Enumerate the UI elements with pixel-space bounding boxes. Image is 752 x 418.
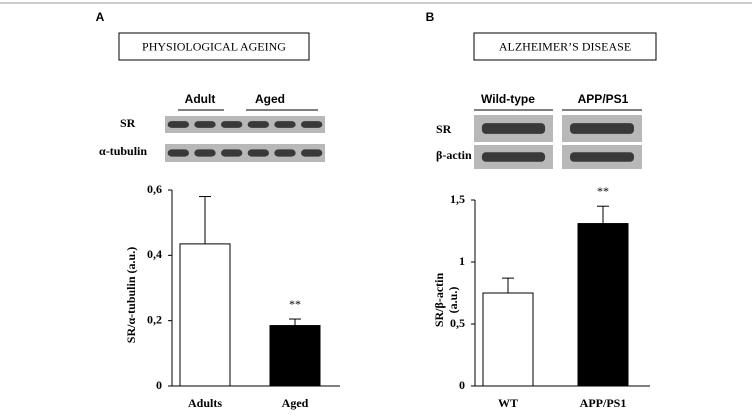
x-tick-label: Aged (282, 396, 309, 410)
blot-band (194, 149, 216, 157)
blot-strip (165, 144, 325, 162)
y-tick-label: 0,5 (450, 316, 465, 330)
header-box (473, 32, 657, 61)
blot-band (194, 121, 216, 128)
significance: ** (289, 297, 301, 311)
y-tick-label: 1 (459, 254, 465, 268)
y-tick-label: 0,2 (147, 312, 162, 326)
blot-band (301, 149, 323, 157)
y-tick-label: 0,4 (147, 247, 162, 261)
header-box (118, 32, 310, 61)
blot-band (167, 121, 189, 128)
blot-band (570, 123, 634, 134)
panel-header: PHYSIOLOGICAL AGEING (142, 39, 286, 53)
blot-row-label: SR (120, 116, 136, 130)
blot-band (167, 149, 189, 157)
x-tick-label: WT (498, 396, 518, 410)
panel-label: A (96, 10, 105, 24)
bar (179, 243, 231, 387)
bar (482, 292, 534, 387)
blot-group-label: APP/PS1 (578, 92, 629, 106)
blot-band (247, 149, 269, 157)
blot-band (481, 152, 546, 162)
blot-band (221, 121, 243, 128)
y-tick-label: 0 (156, 378, 162, 392)
bar (577, 223, 629, 387)
blot-band (301, 121, 323, 128)
y-tick-label: 0 (459, 378, 465, 392)
x-tick-label: APP/PS1 (580, 396, 627, 410)
blot-group-label: Wild-type (481, 92, 535, 106)
blot-row-label: β-actin (436, 148, 472, 162)
x-tick-label: Adults (188, 396, 222, 410)
blot-band (570, 152, 634, 162)
y-axis-label: SR/β-actin (432, 273, 446, 328)
panel-header: ALZHEIMER’S DISEASE (499, 39, 631, 53)
blot-group-label: Aged (255, 92, 285, 106)
panel-label: B (426, 10, 435, 24)
blot-band (481, 123, 546, 134)
blot-strip (165, 116, 325, 133)
blot-row-label: α-tubulin (99, 144, 147, 158)
blot-band (247, 121, 269, 128)
blot-band (221, 149, 243, 157)
bar (269, 325, 321, 387)
y-tick-label: 0,6 (147, 182, 162, 196)
significance: ** (597, 184, 609, 198)
y-axis-label: SR/α-tubulin (a.u.) (124, 247, 138, 343)
blot-row-label: SR (436, 122, 452, 136)
y-axis-label: (a.u.) (446, 287, 460, 314)
blot-group-label: Adult (185, 92, 216, 106)
blot-band (274, 121, 296, 128)
blot-band (274, 149, 296, 157)
y-tick-label: 1,5 (450, 192, 465, 206)
